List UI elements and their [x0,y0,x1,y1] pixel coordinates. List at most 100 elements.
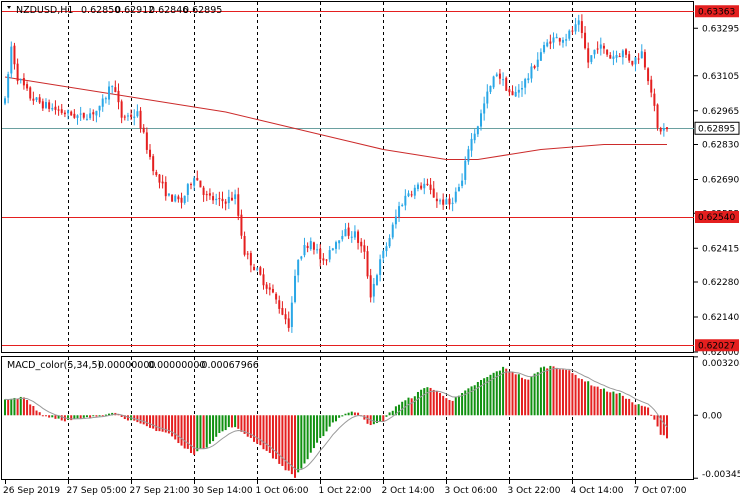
time-tick-label: 1 Oct 22:00 [319,486,372,496]
bear-candle [218,198,221,200]
macd-bar-falling [230,415,233,428]
bull-candle [577,20,580,25]
bear-candle [587,48,590,63]
macd-bar-falling [294,415,297,478]
macd-bar-falling [183,415,186,449]
macd-bar-falling [662,415,665,436]
macd-bar-falling [186,415,189,449]
bull-candle [524,79,527,88]
macd-bar-falling [599,389,602,416]
price-tick-label: 0.63295 [702,24,739,34]
bear-candle [448,198,451,205]
bull-candle [574,24,577,32]
bull-candle [316,249,319,251]
bear-candle [259,267,262,275]
macd-bar-rising [372,415,375,425]
macd-bar-rising [426,387,429,416]
horizontal-levels[interactable] [2,11,694,346]
bear-candle [306,245,309,248]
current-price-tag-border [694,121,740,135]
macd-bar-falling [249,415,252,438]
bull-candle [193,178,196,186]
macd-bar-rising [10,398,13,416]
macd-tick-label: -0.003457 [702,470,740,480]
bear-candle [360,241,363,247]
macd-bar-rising [98,415,101,417]
macd-bar-rising [502,366,505,416]
bull-candle [391,224,394,238]
macd-histogram [4,365,668,478]
bull-candle [385,246,388,252]
bull-candle [413,187,416,196]
bear-candle [117,90,120,103]
macd-bar-falling [625,398,628,416]
bear-candle [152,156,155,172]
bear-candle [549,41,552,44]
price-axis[interactable]: 0.63295 0.63105 0.62965 0.62830 0.62690 0.625… [694,5,740,358]
bear-candle [73,113,76,118]
bear-candle [322,258,325,261]
bear-candle [155,172,158,176]
bear-candle [13,45,16,65]
macd-bar-falling [133,415,136,421]
macd-bar-falling [643,406,646,416]
collapse-triangle-icon[interactable] [7,6,11,9]
time-tick-label: 27 Sep 05:00 [67,486,127,496]
bull-candle [662,128,665,131]
symbol-timeframe-label: NZDUSD,H1 [16,5,73,16]
bear-candle [631,60,634,65]
time-axis: 26 Sep 2019 27 Sep 05:00 27 Sep 21:00 30 Se… [3,480,687,496]
macd-bar-falling [123,415,126,420]
bear-candle [114,87,117,93]
macd-bar-falling [38,412,41,416]
bear-candle [628,54,631,61]
bear-candle [666,127,668,130]
macd-bar-falling [659,415,662,435]
macd-bar-rising [379,415,382,422]
bull-candle [51,107,54,110]
macd-bar-falling [596,386,599,416]
macd-bar-rising [19,396,22,416]
bull-candle [590,55,593,62]
macd-bar-falling [152,415,155,429]
macd-bar-rising [637,404,640,416]
macd-bar-rising [391,410,394,416]
bull-candle [67,110,70,114]
bull-candle [467,149,470,162]
macd-bar-falling [189,415,192,454]
bull-candle [294,275,297,302]
macd-bar-falling [22,397,25,416]
bull-candle [379,259,382,275]
macd-bar-rising [215,415,218,437]
bull-candle [464,160,467,180]
macd-bar-falling [561,369,564,416]
bull-candle [35,97,38,100]
time-tick-label: 27 Sep 21:00 [130,486,190,496]
macd-bar-falling [647,407,650,416]
bull-candle [612,56,615,59]
level-price-tag: 0.63363 [698,7,735,17]
bull-candle [599,44,602,49]
bear-candle [70,111,73,116]
bull-candle [546,42,549,47]
bear-candle [287,318,290,328]
macd-bar-rising [341,415,344,417]
bear-candle [650,79,653,93]
macd-bar-falling [193,415,196,455]
macd-bar-falling [145,415,148,427]
macd-bar-falling [281,415,284,466]
bear-candle [196,178,199,181]
bull-candle [297,260,300,276]
bear-candle [319,248,322,260]
bull-candle [407,193,410,197]
bull-candle [85,118,88,120]
macd-bar-rising [533,373,536,416]
bear-candle [508,89,511,93]
bull-candle [174,195,177,202]
macd-bar-rising [335,415,337,422]
macd-bar-falling [382,415,385,422]
bull-candle [215,198,218,201]
macd-bar-falling [631,402,634,416]
